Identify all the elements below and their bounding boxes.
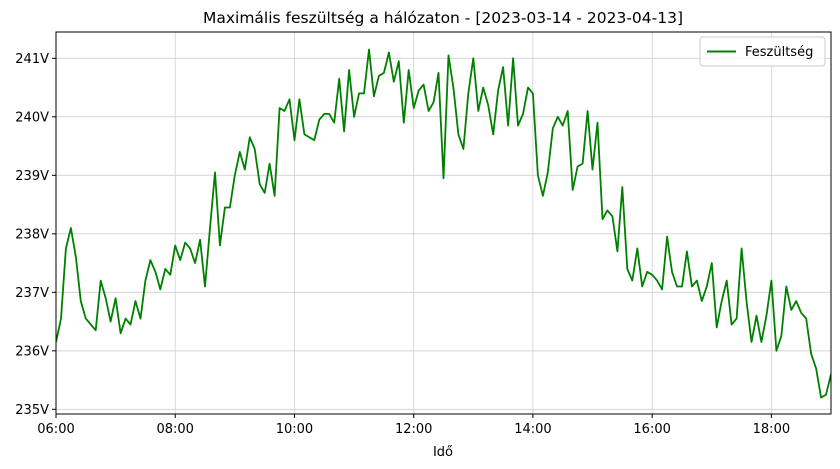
x-tick-label: 14:00 xyxy=(514,422,551,437)
x-tick-label: 08:00 xyxy=(156,422,193,437)
legend-label-feszultseg: Feszültség xyxy=(745,45,813,60)
x-tick-label: 18:00 xyxy=(753,422,790,437)
plot-frame xyxy=(55,31,832,415)
series-layer xyxy=(56,48,831,399)
y-tick-label: 235V xyxy=(15,403,49,418)
chart-title: Maximális feszültség a hálózaton - [2023… xyxy=(203,9,683,27)
series-line-feszultseg xyxy=(56,48,831,399)
y-tick-label: 238V xyxy=(15,227,49,242)
x-tick-label: 10:00 xyxy=(276,422,313,437)
legend-box xyxy=(699,36,826,67)
y-tick-label: 241V xyxy=(15,52,49,67)
y-tick-label: 240V xyxy=(15,110,49,125)
x-tick-label: 06:00 xyxy=(37,422,74,437)
y-tick-label: 237V xyxy=(15,286,49,301)
legend: Feszültség xyxy=(699,36,826,67)
y-tick-label: 236V xyxy=(15,344,49,359)
x-axis-label: Idő xyxy=(433,445,453,460)
x-tick-label: 16:00 xyxy=(633,422,670,437)
grid xyxy=(55,32,831,414)
axis-ticks: 235V 236V 237V 238V 239V 240V 241V 06:00 08:00 10… xyxy=(15,52,790,437)
y-tick-label: 239V xyxy=(15,169,49,184)
x-tick-label: 12:00 xyxy=(395,422,432,437)
